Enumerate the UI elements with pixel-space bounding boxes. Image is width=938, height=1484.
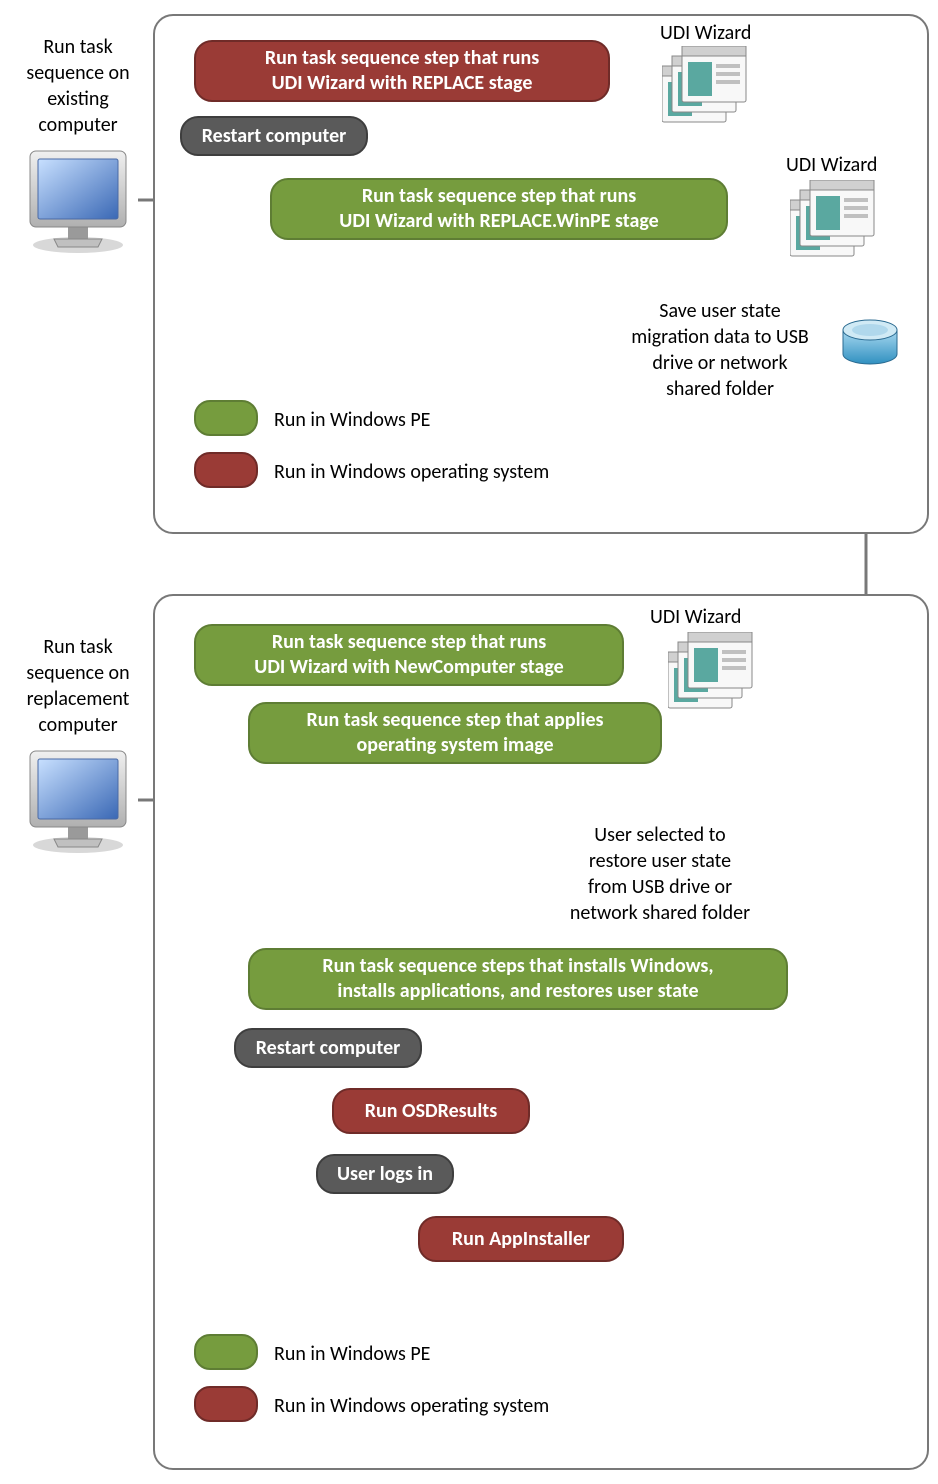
udi-wizard-label: UDI Wizard [650, 604, 741, 630]
node-apply-os-image: Run task sequence step that appliesopera… [248, 702, 662, 764]
computer-icon-replacement [18, 745, 138, 855]
legend-label-winpe: Run in Windows PE [274, 407, 430, 433]
disk-icon [839, 318, 901, 366]
legend-swatch-os [194, 1386, 258, 1422]
udi-wizard-icon [790, 180, 885, 260]
computer-icon-existing [18, 145, 138, 255]
legend-label-os: Run in Windows operating system [274, 1393, 549, 1419]
node-user-logs-in: User logs in [316, 1154, 454, 1194]
udi-wizard-label: UDI Wizard [786, 152, 877, 178]
node-newcomputer-stage: Run task sequence step that runsUDI Wiza… [194, 624, 624, 686]
legend-swatch-os [194, 452, 258, 488]
legend-swatch-winpe [194, 1334, 258, 1370]
udi-wizard-icon [668, 632, 763, 712]
node-replace-winpe-stage: Run task sequence step that runsUDI Wiza… [270, 178, 728, 240]
label-save-user-state: Save user statemigration data to USBdriv… [607, 298, 833, 402]
node-restart-computer: Restart computer [234, 1028, 422, 1068]
legend-swatch-winpe [194, 400, 258, 436]
node-restart-computer: Restart computer [180, 116, 368, 156]
legend-label-os: Run in Windows operating system [274, 459, 549, 485]
legend-label-winpe: Run in Windows PE [274, 1341, 430, 1367]
node-install-windows: Run task sequence steps that installs Wi… [248, 948, 788, 1010]
node-run-osdresults: Run OSDResults [332, 1088, 530, 1134]
udi-wizard-label: UDI Wizard [660, 20, 751, 46]
label-replacement-computer: Run tasksequence onreplacementcomputer [8, 634, 148, 738]
node-replace-stage: Run task sequence step that runsUDI Wiza… [194, 40, 610, 102]
node-run-appinstaller: Run AppInstaller [418, 1216, 624, 1262]
label-user-selected-restore: User selected torestore user statefrom U… [540, 822, 780, 926]
label-existing-computer: Run tasksequence onexistingcomputer [8, 34, 148, 138]
udi-wizard-icon [662, 46, 757, 126]
